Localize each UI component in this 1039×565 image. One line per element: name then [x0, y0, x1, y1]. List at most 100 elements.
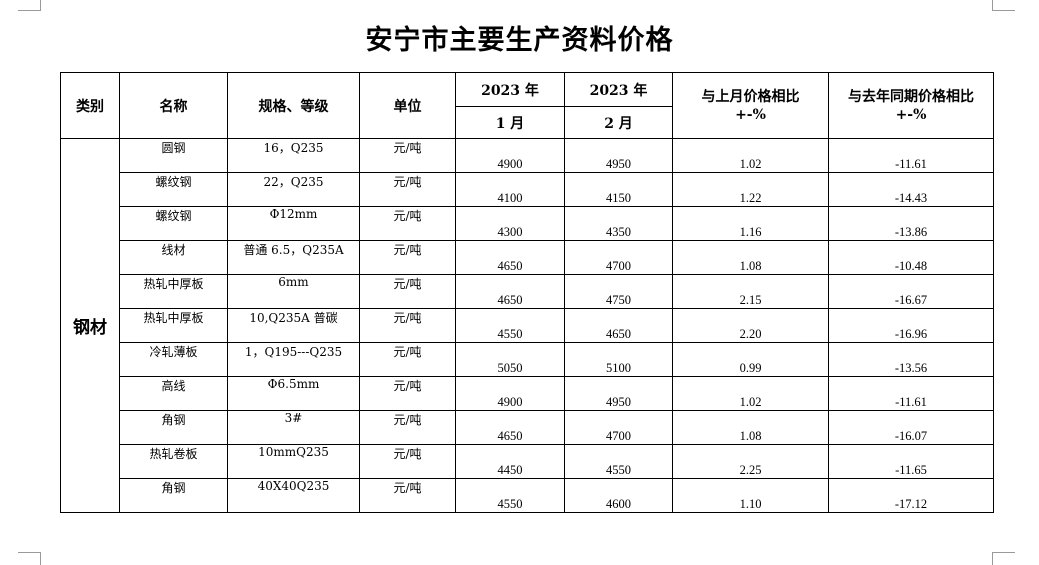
jan-price-cell: 4550 [455, 478, 565, 513]
item-spec-cell: 22，Q235 [227, 172, 360, 207]
item-spec-cell: 普通 6.5，Q235A [227, 240, 360, 275]
table-row: 热轧中厚板 10,Q235A 普碳 元/吨 4550 4650 2.20 -16.96 [61, 308, 994, 343]
header-month-jan: 1 月 [455, 106, 565, 139]
item-unit-cell: 元/吨 [359, 206, 456, 241]
table-row: 热轧中厚板 6mm 元/吨 4650 4750 2.15 -16.67 [61, 274, 994, 309]
feb-price-cell: 4950 [564, 376, 673, 411]
item-spec-cell: 3# [227, 410, 360, 445]
yoy-change-cell: -13.56 [828, 342, 994, 377]
category-cell: 钢材 [60, 138, 120, 513]
yoy-change-cell: -13.86 [828, 206, 994, 241]
page-corner-mark-top-left [18, 0, 41, 11]
item-spec-cell: 40X40Q235 [227, 478, 360, 513]
feb-price-cell: 4600 [564, 478, 673, 513]
item-unit-cell: 元/吨 [359, 274, 456, 309]
jan-price-cell: 4650 [455, 410, 565, 445]
item-unit-cell: 元/吨 [359, 376, 456, 411]
table-row: 钢材 圆钢 16，Q235 元/吨 4900 4950 1.02 -11.61 [60, 138, 994, 513]
item-name-cell: 螺纹钢 [119, 172, 228, 207]
jan-price-cell: 4100 [455, 172, 565, 207]
item-unit-cell: 元/吨 [359, 138, 456, 173]
mom-change-cell: 2.25 [672, 444, 829, 479]
header-category: 类别 [60, 72, 120, 139]
item-spec-cell: 10,Q235A 普碳 [227, 308, 360, 343]
item-unit-cell: 元/吨 [359, 342, 456, 377]
table-row: 冷轧薄板 1，Q195---Q235 元/吨 5050 5100 0.99 -13.56 [61, 342, 994, 377]
header-mom-line1: 与上月价格相比 [701, 88, 800, 105]
item-name-cell: 热轧中厚板 [119, 274, 228, 309]
mom-change-cell: 1.02 [672, 376, 829, 411]
feb-price-cell: 4700 [564, 240, 673, 275]
item-name-cell: 螺纹钢 [119, 206, 228, 241]
mom-change-cell: 2.20 [672, 308, 829, 343]
yoy-change-cell: -14.43 [828, 172, 994, 207]
header-mom-change: 与上月价格相比 +-% [672, 72, 829, 139]
jan-price-cell: 4650 [455, 274, 565, 309]
item-name-cell: 线材 [119, 240, 228, 275]
item-unit-cell: 元/吨 [359, 444, 456, 479]
header-yoy-line1: 与去年同期价格相比 [848, 88, 974, 105]
header-yoy-change: 与去年同期价格相比 +-% [828, 72, 994, 139]
item-spec-cell: 16，Q235 [227, 138, 360, 173]
yoy-change-cell: -11.61 [828, 376, 994, 411]
table-row: 高线 Φ6.5mm 元/吨 4900 4950 1.02 -11.61 [61, 376, 994, 411]
table-row: 角钢 40X40Q235 元/吨 4550 4600 1.10 -17.12 [61, 478, 994, 513]
jan-price-cell: 4900 [455, 376, 565, 411]
mom-change-cell: 1.08 [672, 240, 829, 275]
table-row: 螺纹钢 Φ12mm 元/吨 4300 4350 1.16 -13.86 [61, 206, 994, 241]
mom-change-cell: 1.10 [672, 478, 829, 513]
item-spec-cell: 6mm [227, 274, 360, 309]
jan-price-cell: 5050 [455, 342, 565, 377]
feb-price-cell: 4650 [564, 308, 673, 343]
item-name-cell: 圆钢 [119, 138, 228, 173]
table-row: 角钢 3# 元/吨 4650 4700 1.08 -16.07 [61, 410, 994, 445]
item-name-cell: 角钢 [119, 410, 228, 445]
mom-change-cell: 1.08 [672, 410, 829, 445]
item-unit-cell: 元/吨 [359, 478, 456, 513]
item-name-cell: 冷轧薄板 [119, 342, 228, 377]
item-unit-cell: 元/吨 [359, 308, 456, 343]
header-spec: 规格、等级 [227, 72, 360, 139]
mom-change-cell: 1.16 [672, 206, 829, 241]
item-name-cell: 角钢 [119, 478, 228, 513]
table-row: 线材 普通 6.5，Q235A 元/吨 4650 4700 1.08 -10.48 [61, 240, 994, 275]
item-spec-cell: Φ6.5mm [227, 376, 360, 411]
feb-price-cell: 5100 [564, 342, 673, 377]
feb-price-cell: 4950 [564, 138, 673, 173]
mom-change-cell: 1.02 [672, 138, 829, 173]
header-unit: 单位 [359, 72, 456, 139]
header-year-jan: 2023 年 [455, 72, 565, 107]
feb-price-cell: 4150 [564, 172, 673, 207]
item-spec-cell: 1，Q195---Q235 [227, 342, 360, 377]
jan-price-cell: 4550 [455, 308, 565, 343]
jan-price-cell: 4450 [455, 444, 565, 479]
item-unit-cell: 元/吨 [359, 172, 456, 207]
mom-change-cell: 1.22 [672, 172, 829, 207]
jan-price-cell: 4900 [455, 138, 565, 173]
yoy-change-cell: -11.61 [828, 138, 994, 173]
mom-change-cell: 2.15 [672, 274, 829, 309]
yoy-change-cell: -16.07 [828, 410, 994, 445]
price-table-body: 钢材 圆钢 16，Q235 元/吨 4900 4950 1.02 -11.61 螺纹钢 22，Q2… [60, 138, 994, 513]
feb-price-cell: 4750 [564, 274, 673, 309]
page-title: 安宁市主要生产资料价格 [365, 25, 674, 56]
price-table: 类别 名称 规格、等级 单位 2023 年 2023 年 与上月价格相比 +-%… [60, 72, 994, 513]
jan-price-cell: 4650 [455, 240, 565, 275]
yoy-change-cell: -16.96 [828, 308, 994, 343]
table-row: 螺纹钢 22，Q235 元/吨 4100 4150 1.22 -14.43 [61, 172, 994, 207]
page-corner-mark-top-right [992, 0, 1015, 11]
item-spec-cell: Φ12mm [227, 206, 360, 241]
header-name: 名称 [119, 72, 228, 139]
header-yoy-line2: +-% [895, 106, 927, 123]
table-row: 热轧卷板 10mmQ235 元/吨 4450 4550 2.25 -11.65 [61, 444, 994, 479]
item-unit-cell: 元/吨 [359, 410, 456, 445]
yoy-change-cell: -10.48 [828, 240, 994, 275]
feb-price-cell: 4350 [564, 206, 673, 241]
item-spec-cell: 10mmQ235 [227, 444, 360, 479]
page-corner-mark-bottom-right [992, 552, 1015, 565]
item-unit-cell: 元/吨 [359, 240, 456, 275]
yoy-change-cell: -11.65 [828, 444, 994, 479]
header-mom-line2: +-% [735, 106, 766, 123]
page-corner-mark-bottom-left [18, 552, 41, 565]
yoy-change-cell: -16.67 [828, 274, 994, 309]
